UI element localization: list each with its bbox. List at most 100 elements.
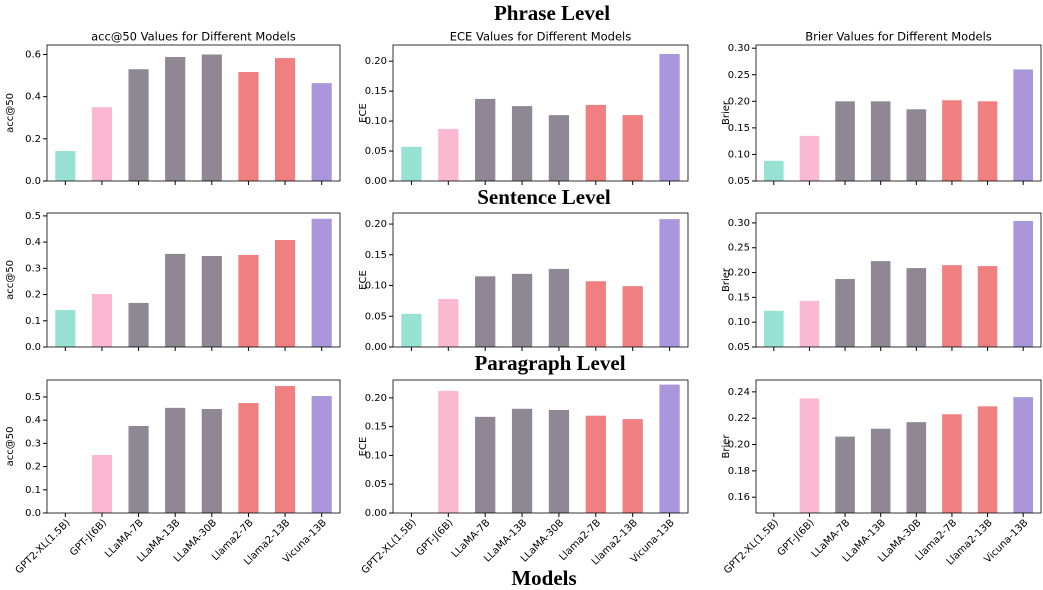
bar	[311, 83, 332, 181]
bar	[401, 146, 422, 181]
bar	[511, 273, 533, 347]
y-tick-label: 0.25	[728, 70, 750, 81]
bar	[201, 256, 222, 347]
bar	[238, 71, 259, 181]
y-tick-label: 0.5	[25, 211, 41, 222]
y-axis-title: ECE	[358, 437, 369, 457]
y-tick-label: 0.2	[25, 134, 41, 145]
y-tick-label: 0.05	[365, 311, 387, 322]
axes-frame	[46, 379, 341, 514]
y-tick-label: 0.18	[728, 466, 750, 477]
section-title: Paragraph Level	[474, 351, 625, 375]
y-axis-title: acc@50	[5, 93, 16, 133]
y-tick-label: 0.05	[365, 146, 387, 157]
y-tick-label: 0.05	[728, 342, 750, 353]
bar	[799, 135, 820, 181]
section-title: Phrase Level	[494, 1, 610, 25]
bar	[659, 53, 680, 181]
bar	[128, 302, 149, 347]
bar	[1013, 69, 1033, 181]
y-axis-title: Brier	[721, 267, 732, 292]
y-tick-label: 0.20	[728, 268, 750, 279]
bar	[91, 294, 113, 347]
y-tick-label: 0.10	[728, 149, 750, 160]
bar	[311, 218, 332, 347]
y-tick-label: 0.00	[365, 176, 387, 187]
y-tick-label: 0.3	[25, 263, 41, 274]
y-axis-title: acc@50	[5, 260, 16, 300]
bar	[906, 109, 927, 181]
bar	[799, 398, 820, 513]
axes-frame	[392, 212, 689, 348]
bar	[238, 254, 259, 347]
y-tick-label: 0.24	[728, 387, 750, 398]
y-tick-label: 0.15	[365, 86, 387, 97]
bar	[659, 219, 680, 347]
y-tick-label: 0.5	[25, 392, 41, 403]
axes-frame	[392, 379, 689, 514]
y-tick-label: 0.2	[25, 290, 41, 301]
bar	[475, 276, 496, 347]
bar	[942, 265, 962, 347]
y-tick-label: 0.10	[365, 281, 387, 292]
bar	[906, 422, 927, 513]
y-axis-title: ECE	[358, 270, 369, 290]
bar	[128, 69, 149, 181]
bar	[165, 407, 186, 513]
bar	[622, 419, 643, 513]
axes-frame	[46, 212, 341, 348]
bar	[622, 115, 643, 181]
y-tick-label: 0.4	[25, 237, 41, 248]
bar	[238, 402, 259, 513]
chart-title: acc@50 Values for Different Models	[91, 30, 296, 44]
bar	[870, 261, 891, 347]
y-tick-label: 0.1	[25, 485, 41, 496]
bar	[201, 409, 222, 513]
y-tick-label: 0.10	[365, 116, 387, 127]
bar	[511, 106, 533, 181]
y-tick-label: 0.15	[728, 123, 750, 134]
bar	[438, 299, 459, 347]
bar	[548, 115, 570, 181]
bar	[585, 281, 606, 347]
y-tick-label: 0.4	[25, 92, 41, 103]
bar	[1013, 397, 1033, 513]
axes-frame	[46, 44, 341, 182]
y-tick-label: 0.22	[728, 413, 750, 424]
axes-frame	[392, 44, 689, 182]
y-tick-label: 0.6	[25, 49, 41, 60]
y-axis-title: acc@50	[5, 427, 16, 467]
bar	[659, 384, 680, 513]
y-tick-label: 0.1	[25, 316, 41, 327]
bar	[274, 58, 296, 181]
y-tick-label: 0.00	[365, 508, 387, 519]
y-tick-label: 0.0	[25, 508, 41, 519]
bar	[835, 101, 855, 181]
bar	[438, 128, 459, 181]
bar	[91, 107, 113, 181]
y-tick-label: 0.05	[728, 176, 750, 187]
bar	[764, 160, 784, 181]
y-tick-label: 0.20	[365, 393, 387, 404]
axes-frame	[755, 379, 1042, 514]
bar	[475, 416, 496, 513]
bar	[548, 268, 570, 347]
bar	[438, 390, 459, 513]
bar	[1013, 220, 1033, 347]
bar	[311, 396, 332, 513]
y-tick-label: 0.15	[365, 250, 387, 261]
y-tick-label: 0.20	[728, 96, 750, 107]
chart-title: ECE Values for Different Models	[450, 30, 631, 44]
bar	[274, 240, 296, 347]
x-tick-label: GPT2-XL(1.5B)	[360, 517, 419, 576]
y-tick-label: 0.0	[25, 176, 41, 187]
y-tick-label: 0.0	[25, 342, 41, 353]
axes-frame	[755, 44, 1042, 182]
bar	[165, 57, 186, 182]
bar	[201, 54, 222, 181]
y-tick-label: 0.16	[728, 492, 750, 503]
bar	[401, 313, 422, 347]
bar	[475, 98, 496, 181]
bar	[165, 253, 186, 347]
y-axis-title: ECE	[358, 103, 369, 123]
